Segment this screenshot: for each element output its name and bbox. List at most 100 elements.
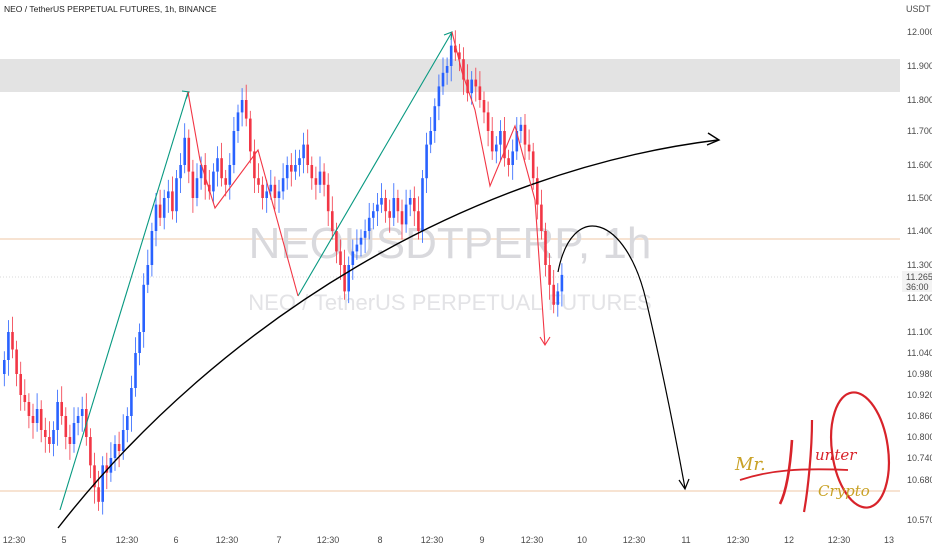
time-tick-label: 5 bbox=[61, 535, 66, 545]
candle-body bbox=[531, 151, 535, 179]
candle-body bbox=[68, 437, 72, 444]
candle-body bbox=[404, 204, 408, 225]
price-axis[interactable]: USDT 12.000 11.900 11.800 11.700 11.600 11.50… bbox=[906, 4, 932, 525]
candle-body bbox=[417, 211, 420, 231]
candle-body bbox=[249, 118, 252, 152]
price-tick-label: 10.980 bbox=[907, 369, 932, 379]
candle-body bbox=[232, 131, 236, 165]
candle-body bbox=[23, 395, 27, 402]
candle-body bbox=[408, 198, 412, 205]
candle-body bbox=[433, 106, 437, 131]
candle-body bbox=[359, 237, 363, 245]
projection-curve-arrowhead bbox=[706, 132, 721, 146]
candle-body bbox=[220, 158, 223, 179]
candle-body bbox=[499, 131, 502, 145]
candle-body bbox=[482, 100, 486, 113]
candle-body bbox=[126, 416, 129, 430]
candle-body bbox=[171, 191, 174, 212]
candle-body bbox=[64, 416, 68, 437]
candle-body bbox=[261, 184, 264, 198]
candle-body bbox=[372, 211, 375, 218]
candle-body bbox=[281, 178, 285, 192]
candle-body bbox=[76, 416, 80, 423]
candle-body bbox=[318, 171, 322, 185]
price-tick-label: 11.500 bbox=[907, 193, 932, 203]
logo-mr: Mr. bbox=[734, 454, 766, 475]
candle-body bbox=[138, 332, 141, 353]
candle-body bbox=[265, 191, 268, 198]
candle-body bbox=[540, 204, 543, 231]
price-tick-label: 11.700 bbox=[907, 126, 932, 136]
time-tick-label: 12:30 bbox=[727, 535, 750, 545]
candle-body bbox=[462, 59, 465, 80]
candle-body bbox=[536, 178, 539, 205]
candle-body bbox=[478, 86, 482, 100]
time-axis[interactable]: 12:30 5 12:30 6 12:30 7 12:30 8 12:30 9 12:30 10 12:… bbox=[3, 535, 894, 545]
last-price-value: 11.265 bbox=[906, 272, 932, 282]
last-price-countdown: 36:00 bbox=[906, 282, 929, 292]
candle-body bbox=[154, 204, 158, 231]
candle-body bbox=[490, 131, 494, 152]
candle-body bbox=[367, 217, 371, 231]
candle-body bbox=[199, 165, 203, 179]
price-tick-label: 10.570 bbox=[907, 515, 932, 525]
time-tick-label: 9 bbox=[479, 535, 484, 545]
candle-body bbox=[347, 265, 350, 292]
logo-h-right bbox=[802, 419, 814, 513]
candle-body bbox=[437, 86, 441, 107]
candle-body bbox=[503, 131, 506, 159]
candle-body bbox=[97, 487, 100, 502]
candle-body bbox=[380, 198, 383, 205]
candle-body bbox=[142, 284, 145, 332]
candle-body bbox=[35, 409, 39, 423]
time-tick-label: 11 bbox=[681, 535, 690, 545]
candle-body bbox=[511, 151, 514, 165]
candle-body bbox=[39, 409, 43, 430]
candle-body bbox=[273, 184, 277, 198]
candle-body bbox=[376, 204, 379, 212]
price-tick-label: 11.600 bbox=[907, 160, 932, 170]
candle-body bbox=[179, 165, 182, 179]
candle-body bbox=[162, 198, 166, 218]
time-tick-label: 10 bbox=[577, 535, 587, 545]
candles-layer bbox=[3, 30, 564, 515]
candle-body bbox=[130, 388, 133, 416]
time-tick-label: 12:30 bbox=[521, 535, 544, 545]
candle-body bbox=[466, 79, 469, 94]
candle-body bbox=[113, 444, 117, 458]
time-tick-label: 13 bbox=[884, 535, 894, 545]
price-tick-label: 10.920 bbox=[907, 390, 932, 400]
logo-h-bar bbox=[739, 468, 849, 481]
candle-body bbox=[31, 416, 35, 423]
candle-body bbox=[93, 465, 96, 488]
candle-body bbox=[101, 465, 104, 502]
price-tick-label: 10.680 bbox=[907, 475, 932, 485]
time-tick-label: 12:30 bbox=[421, 535, 444, 545]
candle-body bbox=[351, 251, 355, 265]
candle-body bbox=[257, 178, 260, 185]
candle-body bbox=[392, 198, 396, 218]
candle-body bbox=[11, 332, 14, 350]
candle-body bbox=[421, 178, 424, 231]
candle-body bbox=[306, 144, 309, 165]
candle-body bbox=[228, 165, 232, 185]
candle-body bbox=[441, 72, 445, 87]
candle-body bbox=[277, 191, 281, 198]
candle-body bbox=[322, 171, 326, 185]
candle-body bbox=[187, 137, 191, 172]
candle-body bbox=[449, 45, 453, 66]
mr-hunter-crypto-logo: Mr. unter Crypto bbox=[734, 391, 890, 513]
candle-body bbox=[167, 191, 170, 198]
candle-body bbox=[388, 211, 391, 218]
candle-body bbox=[331, 211, 334, 231]
candle-body bbox=[158, 204, 162, 218]
time-tick-label: 12:30 bbox=[116, 535, 139, 545]
candle-body bbox=[146, 265, 150, 285]
candle-body bbox=[556, 291, 560, 305]
candle-body bbox=[134, 353, 137, 388]
candle-body bbox=[544, 231, 547, 265]
candle-body bbox=[302, 144, 305, 159]
candle-body bbox=[121, 430, 125, 451]
candle-body bbox=[285, 165, 289, 179]
